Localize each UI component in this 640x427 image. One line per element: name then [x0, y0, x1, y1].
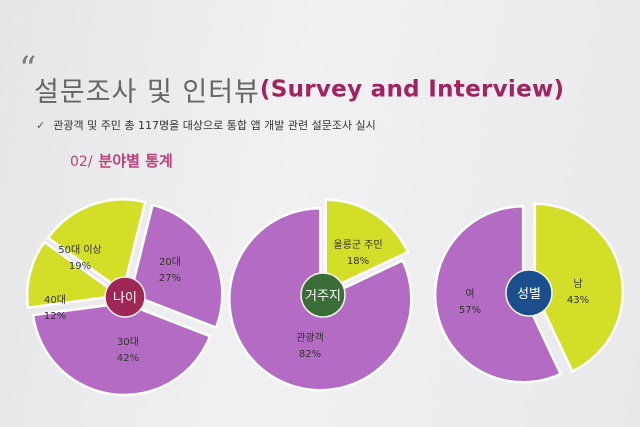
pie-slice: [25, 240, 123, 310]
pie-center-label: 성별: [517, 287, 541, 302]
slice-label: 20대: [159, 256, 181, 268]
slice-value-label: 12%: [44, 311, 66, 322]
slice-value-label: 19%: [69, 261, 91, 272]
section-number: 02/: [70, 154, 93, 170]
pie-slice: [128, 203, 224, 330]
slice-label: 50대 이상: [58, 244, 102, 256]
section-heading: 02/분야별 통계: [70, 150, 173, 171]
slice-label: 남: [573, 278, 582, 290]
slice-value-label: 43%: [567, 295, 589, 306]
title-korean: 설문조사 및 인터뷰: [34, 77, 260, 108]
pie-center-badge: [300, 272, 346, 318]
title-english: (Survey and Interview): [259, 76, 565, 103]
quote-mark-icon: “: [19, 49, 37, 89]
slice-value-label: 42%: [117, 353, 139, 364]
slice-value-label: 27%: [159, 273, 181, 284]
pie-center-badge: [104, 276, 146, 318]
pie-slice: [46, 198, 147, 294]
bullet-text: 관광객 및 주민 총 117명을 대상으로 통합 앱 개발 관련 설문조사 실시: [53, 119, 376, 132]
slice-label: 30대: [117, 336, 139, 348]
slice-value-label: 18%: [347, 256, 369, 267]
slice-label: 울릉군 주민: [333, 239, 382, 251]
slice-label: 40대: [44, 294, 66, 306]
pie-slice: [433, 205, 563, 384]
slice-label: 여: [465, 288, 474, 300]
pie-center-label: 나이: [113, 291, 137, 306]
pie-center-label: 거주지: [305, 289, 341, 304]
pie-chart-residence: 울릉군 주민 18% 관광객 82% 거주지: [228, 198, 413, 392]
pie-center-badge: [505, 269, 553, 317]
slice-value-label: 57%: [459, 305, 481, 316]
slide-title: 설문조사 및 인터뷰(Survey and Interview): [34, 70, 564, 109]
pie-chart-gender: 남 43% 여 57% 성별: [433, 202, 625, 384]
section-label: 분야별 통계: [98, 152, 173, 170]
pie-slice: [31, 301, 212, 397]
survey-bullet: ✓ 관광객 및 주민 총 117명을 대상으로 통합 앱 개발 관련 설문조사 실…: [36, 117, 376, 133]
slice-value-label: 82%: [299, 349, 321, 360]
pie-chart-age: 20대 27% 30대 42% 40대 12% 50대 이상 19% 나이: [25, 198, 224, 397]
checkmark-icon: ✓: [36, 119, 46, 132]
pie-slice: [533, 202, 625, 373]
slice-label: 관광객: [296, 332, 324, 344]
pie-slice: [324, 198, 410, 293]
